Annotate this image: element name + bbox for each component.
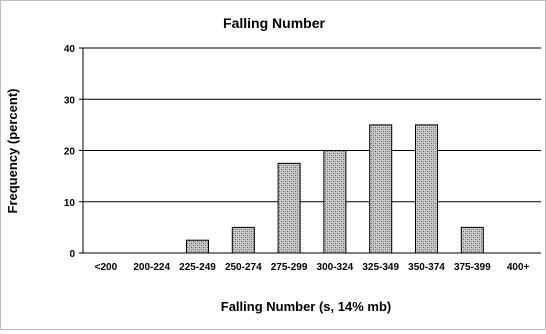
y-tick-label: 10 [64, 198, 76, 209]
x-tick-label: <200 [95, 262, 118, 273]
bar [323, 150, 347, 254]
y-axis-title: Frequency (percent) [5, 89, 20, 214]
x-axis-title: Falling Number (s, 14% mb) [221, 299, 391, 314]
x-tick-label: 225-249 [179, 262, 216, 273]
bar [369, 124, 393, 254]
x-tick-label: 300-324 [317, 262, 354, 273]
x-tick-label: 375-399 [454, 262, 491, 273]
y-tick-labels: 0 10 20 30 40 [64, 44, 76, 260]
bar [277, 162, 301, 254]
x-tick-label: 200-224 [133, 262, 170, 273]
x-tick-label: 400+ [507, 262, 530, 273]
gridlines [83, 47, 541, 203]
y-tick-label: 0 [69, 249, 75, 260]
x-tick-label: 250-274 [225, 262, 262, 273]
bar [415, 124, 438, 254]
bar [231, 226, 255, 254]
x-tick-label: 350-374 [408, 262, 445, 273]
bars [186, 124, 484, 254]
y-tick-label: 30 [64, 95, 76, 106]
falling-number-chart: Falling Number Frequency (percent) Falli… [5, 15, 541, 314]
x-tick-labels: <200 200-224 225-249 250-274 275-299 300-324 3… [95, 262, 530, 273]
bar [460, 226, 484, 254]
chart-title: Falling Number [223, 15, 325, 31]
x-tick-label: 275-299 [271, 262, 308, 273]
y-tick-label: 20 [64, 147, 76, 158]
x-tick-label: 325-349 [362, 262, 399, 273]
axes [79, 47, 541, 254]
bar [186, 239, 209, 254]
y-tick-label: 40 [64, 44, 76, 55]
